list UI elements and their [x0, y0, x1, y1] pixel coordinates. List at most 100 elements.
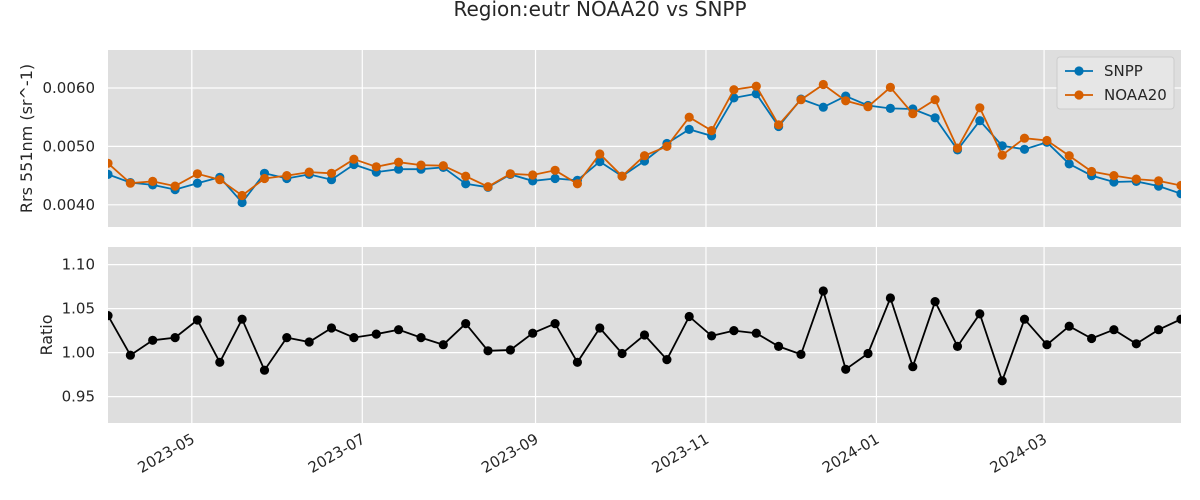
data-point-ratio	[1087, 333, 1097, 344]
data-point-noaa20	[438, 161, 448, 171]
data-point-snpp	[326, 175, 337, 185]
data-point-ratio	[684, 311, 694, 322]
data-point-ratio	[125, 350, 135, 360]
data-point-ratio	[572, 357, 583, 367]
data-point-noaa20	[483, 182, 493, 192]
data-point-ratio	[863, 348, 873, 359]
data-point-noaa20	[259, 173, 270, 184]
data-point-noaa20	[975, 103, 985, 113]
y-axis-label-2: Ratio	[37, 314, 56, 355]
data-point-ratio	[662, 355, 672, 365]
x-tick-label: 2023-11	[649, 430, 712, 477]
data-point-noaa20	[192, 169, 202, 179]
data-point-noaa20	[505, 169, 515, 179]
x-tick-label: 2023-05	[135, 430, 198, 477]
data-point-noaa20	[1109, 171, 1119, 181]
plot-area-1	[108, 50, 1181, 227]
x-tick-label: 2023-09	[478, 430, 541, 477]
data-point-ratio	[108, 311, 113, 321]
data-point-ratio	[192, 315, 202, 325]
data-point-noaa20	[461, 171, 471, 181]
data-point-ratio	[729, 326, 739, 336]
data-point-ratio	[1042, 340, 1052, 350]
data-point-noaa20	[751, 81, 761, 91]
data-point-ratio	[416, 333, 426, 343]
data-point-noaa20	[326, 168, 337, 178]
data-point-ratio	[1131, 339, 1141, 349]
data-point-ratio	[1064, 321, 1074, 331]
data-point-ratio	[617, 348, 627, 359]
legend-box	[1056, 56, 1175, 110]
data-point-snpp	[550, 173, 560, 184]
data-point-noaa20	[394, 157, 404, 167]
data-point-noaa20	[639, 151, 650, 161]
data-point-ratio	[1109, 325, 1119, 335]
data-point-noaa20	[796, 95, 806, 105]
data-point-noaa20	[148, 176, 158, 186]
data-point-ratio	[1176, 314, 1181, 324]
data-point-noaa20	[108, 158, 113, 168]
data-point-ratio	[483, 346, 493, 356]
data-point-ratio	[550, 319, 560, 329]
data-point-snpp	[394, 164, 404, 174]
data-point-noaa20	[1042, 135, 1052, 146]
data-point-noaa20	[863, 102, 873, 112]
data-point-noaa20	[371, 162, 381, 172]
data-point-ratio	[639, 330, 650, 340]
x-tick-label: 2024-03	[987, 430, 1050, 477]
data-point-noaa20	[774, 120, 784, 130]
data-point-ratio	[885, 293, 896, 303]
data-point-noaa20	[550, 165, 560, 175]
data-point-noaa20	[595, 149, 605, 159]
data-point-ratio	[930, 297, 940, 307]
data-point-noaa20	[1154, 176, 1164, 186]
data-point-ratio	[818, 286, 828, 296]
data-point-snpp	[1019, 144, 1030, 154]
data-point-noaa20	[1176, 180, 1181, 191]
data-point-snpp	[237, 197, 247, 208]
data-point-ratio	[707, 331, 717, 341]
data-point-ratio	[841, 364, 851, 374]
data-point-snpp	[108, 169, 113, 179]
data-point-noaa20	[684, 112, 694, 122]
data-point-ratio	[170, 333, 180, 343]
y-tick-label-2: 1.00	[62, 344, 95, 362]
data-point-noaa20	[416, 160, 426, 170]
data-point-noaa20	[215, 175, 225, 185]
data-point-noaa20	[729, 85, 739, 95]
data-point-ratio	[908, 362, 918, 372]
data-point-snpp	[1109, 177, 1119, 187]
x-tick-label: 2024-01	[819, 430, 882, 477]
data-point-ratio	[259, 365, 270, 375]
y-tick-label-1: 0.0050	[43, 137, 96, 155]
data-point-ratio	[1154, 325, 1164, 335]
data-point-snpp	[192, 178, 202, 188]
data-point-ratio	[237, 314, 247, 324]
data-point-noaa20	[349, 154, 359, 164]
data-point-noaa20	[930, 95, 940, 105]
data-point-ratio	[595, 323, 605, 333]
data-point-ratio	[505, 345, 515, 355]
data-point-snpp	[930, 113, 940, 123]
data-point-noaa20	[282, 171, 292, 181]
data-point-ratio	[975, 309, 985, 319]
data-point-noaa20	[572, 179, 583, 189]
data-point-ratio	[796, 349, 806, 359]
y-axis-label-1: Rrs 551nm (sr^-1)	[17, 64, 36, 213]
data-point-noaa20	[908, 109, 918, 119]
data-point-noaa20	[528, 170, 538, 180]
y-tick-label-2: 1.05	[62, 300, 95, 318]
y-tick-label-1: 0.0040	[43, 196, 96, 214]
data-point-noaa20	[170, 181, 180, 191]
data-point-snpp	[885, 103, 896, 113]
data-point-ratio	[1019, 314, 1030, 324]
data-point-noaa20	[237, 190, 247, 201]
data-point-noaa20	[617, 171, 627, 181]
legend-label-snpp: SNPP	[1104, 62, 1143, 80]
data-point-snpp	[461, 179, 471, 189]
data-point-noaa20	[707, 126, 717, 136]
data-point-ratio	[751, 328, 761, 338]
data-point-ratio	[282, 333, 292, 343]
